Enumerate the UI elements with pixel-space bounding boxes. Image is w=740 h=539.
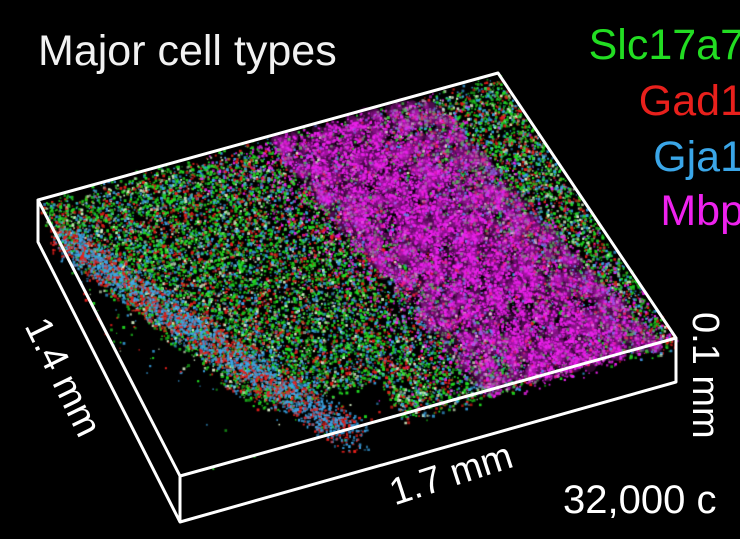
legend-entry-mbp: Mbp <box>660 187 740 235</box>
box-side-edges <box>36 200 678 524</box>
cell-count-label: 32,000 c <box>563 478 717 522</box>
thickness-dimension-label: 0.1 mm <box>684 312 726 439</box>
legend-entry-slc17a7: Slc17a7 <box>588 21 740 69</box>
legend-entry-gad1: Gad1 <box>638 77 740 125</box>
box-top-face-outline <box>36 71 678 478</box>
figure-title: Major cell types <box>38 27 337 75</box>
legend-entry-gja1: Gja1 <box>653 133 740 181</box>
